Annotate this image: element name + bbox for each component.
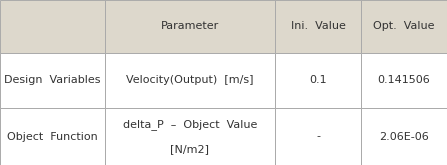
Text: [N/m2]: [N/m2] [170,144,210,154]
Bar [105,53,275,108]
Bar [361,108,447,165]
Text: Design  Variables: Design Variables [4,75,101,85]
Text: -: - [316,132,320,142]
Text: Ini.  Value: Ini. Value [291,21,346,31]
Bar [105,108,275,165]
Text: 0.1: 0.1 [309,75,327,85]
Text: Velocity(Output)  [m/s]: Velocity(Output) [m/s] [126,75,254,85]
Text: Parameter: Parameter [161,21,219,31]
Text: Opt.  Value: Opt. Value [373,21,435,31]
Bar [0,108,105,165]
Bar [0,0,105,53]
Bar [105,0,275,53]
Text: delta_P  –  Object  Value: delta_P – Object Value [123,119,257,130]
Bar [275,0,361,53]
Bar [0,53,105,108]
Text: Object  Function: Object Function [7,132,98,142]
Bar [275,53,361,108]
Bar [361,53,447,108]
Text: 2.06E-06: 2.06E-06 [379,132,429,142]
Bar [275,108,361,165]
Bar [361,0,447,53]
Text: 0.141506: 0.141506 [378,75,430,85]
